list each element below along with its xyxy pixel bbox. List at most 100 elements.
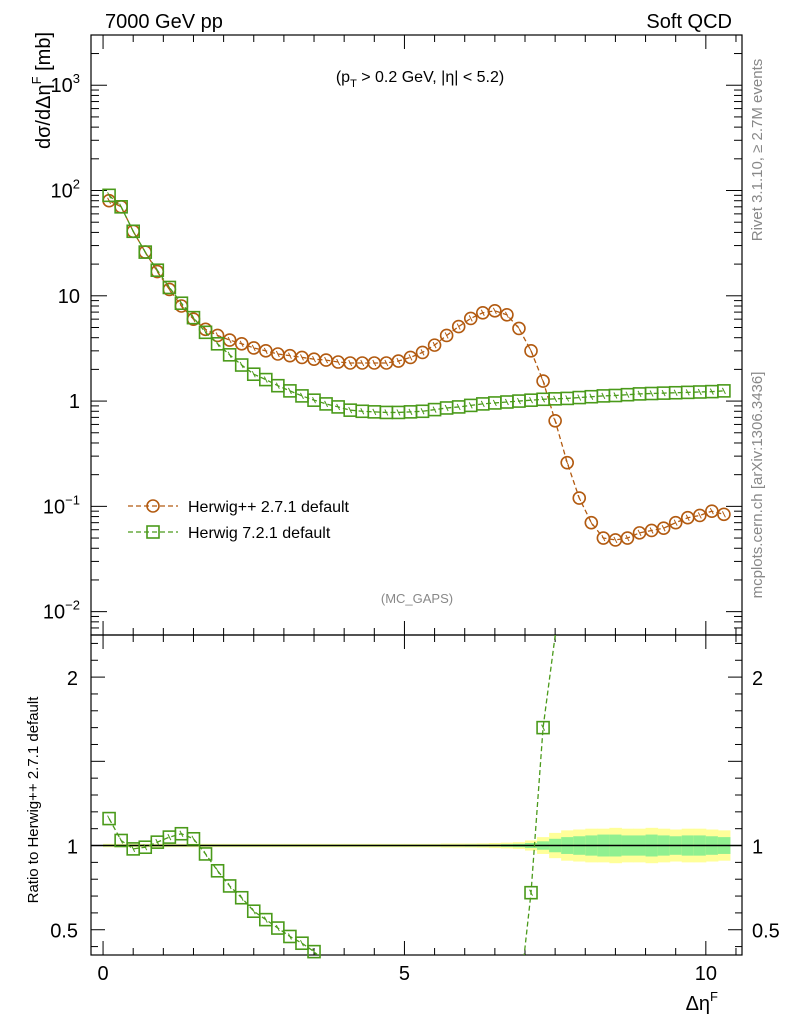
herwigpp-errorbar: [408, 354, 413, 361]
herwig7-errorbar: [131, 228, 136, 235]
main-ytick-label: 10−2: [43, 598, 80, 624]
ratio-ytick-label-right: 2: [752, 668, 763, 690]
herwig7-errorbar: [565, 395, 570, 402]
ratio-point: [186, 831, 201, 846]
herwig7-errorbar: [649, 390, 654, 397]
herwig7-errorbar: [239, 361, 244, 369]
herwig7-errorbar: [492, 399, 497, 407]
ratio-errorbar: [263, 916, 268, 923]
herwig7-errorbar: [287, 387, 292, 395]
herwig7-errorbar: [312, 396, 316, 404]
herwigpp-point: [451, 319, 466, 334]
herwig7-errorbar: [577, 394, 582, 401]
herwigpp-errorbar: [589, 519, 594, 526]
herwigpp-errorbar: [384, 359, 389, 367]
ratio-errorbar: [155, 838, 160, 846]
main-ytick-label: 102: [51, 177, 80, 203]
herwigpp-errorbar: [396, 357, 401, 365]
herwigpp-line: [108, 200, 725, 541]
herwigpp-point: [717, 507, 731, 522]
herwigpp-point: [524, 344, 538, 358]
herwigpp-point: [391, 354, 406, 368]
legend: Herwig++ 2.7.1 default Herwig 7.2.1 defa…: [128, 499, 350, 542]
herwigpp-errorbar: [239, 340, 244, 348]
herwigpp-errorbar: [673, 519, 678, 526]
ratio-point: [102, 811, 116, 826]
herwig7-errorbar: [167, 284, 172, 291]
ratio-errorbar: [143, 843, 148, 851]
herwig7-point: [114, 200, 128, 214]
herwig7-errorbar: [191, 314, 196, 321]
herwigpp-point: [439, 328, 454, 343]
herwig7-errorbar: [203, 329, 208, 336]
herwigpp-errorbar: [721, 511, 726, 518]
ratio-point: [210, 863, 225, 878]
watermark: (MC_GAPS): [381, 591, 453, 606]
herwigpp-errorbar: [324, 356, 329, 364]
ratio-ytick-label-right: 1: [752, 837, 763, 859]
herwig7-errorbar: [553, 395, 558, 403]
ratio-ytick-label-left: 0.5: [50, 921, 78, 943]
x-tick-label: 5: [399, 963, 410, 985]
header-left: 7000 GeV pp: [105, 11, 223, 33]
herwig7-errorbar: [456, 403, 461, 411]
ratio-frame: [90, 634, 743, 956]
x-axis-label: ΔηF: [686, 989, 718, 1015]
herwigpp-errorbar: [649, 527, 654, 534]
legend-marker-herwigpp: [146, 499, 160, 513]
legend-entry-herwig7: Herwig 7.2.1 default: [128, 525, 331, 542]
ratio-errorbar: [300, 939, 304, 947]
herwig7-point: [222, 348, 237, 362]
ratio-line-0: [108, 818, 319, 955]
herwig7-point: [174, 296, 189, 311]
ratio-errorbar: [251, 907, 256, 915]
herwigpp-point: [584, 515, 599, 530]
herwigpp-point: [427, 338, 442, 352]
legend-label-herwig7: Herwig 7.2.1 default: [188, 525, 331, 542]
ratio-point: [307, 944, 321, 959]
ratio-point: [524, 885, 538, 900]
herwig7-errorbar: [468, 402, 473, 409]
legend-label-herwigpp: Herwig++ 2.7.1 default: [188, 499, 350, 516]
herwigpp-errorbar: [709, 507, 714, 515]
main-ytick-label: 103: [51, 71, 80, 97]
herwigpp-errorbar: [468, 315, 473, 322]
main-ytick-label: 1: [69, 391, 80, 413]
ratio-ytick-label-right: 0.5: [752, 921, 780, 943]
herwigpp-point: [705, 504, 719, 518]
ratio-errorbar: [191, 835, 196, 843]
ratio-errorbar: [239, 894, 244, 901]
herwigpp-errorbar: [613, 536, 618, 544]
herwigpp-point: [620, 531, 635, 545]
herwig7-errorbar: [348, 406, 353, 414]
herwigpp-errorbar: [565, 459, 570, 466]
herwig7-errorbar: [637, 390, 642, 398]
herwig7-errorbar: [613, 392, 618, 399]
x-tick-label: 0: [97, 963, 108, 985]
herwigpp-errorbar: [312, 355, 316, 363]
ratio-point: [295, 936, 309, 951]
herwigpp-errorbar: [360, 359, 365, 367]
legend-marker-herwig7: [146, 525, 160, 539]
herwig7-point: [717, 384, 731, 398]
herwigpp-point: [548, 413, 562, 428]
herwig7-errorbar: [529, 396, 533, 404]
herwig7-errorbar: [444, 404, 449, 412]
x-tick-label: 10: [695, 963, 717, 985]
herwigpp-errorbar: [697, 512, 702, 519]
herwig7-errorbar: [517, 397, 521, 405]
main-ytick-label: 10−1: [43, 492, 80, 518]
herwigpp-errorbar: [529, 347, 533, 355]
herwigpp-errorbar: [372, 359, 377, 367]
ratio-point: [271, 921, 285, 935]
herwigpp-errorbar: [504, 311, 509, 319]
herwig7-point: [138, 245, 153, 259]
herwig7-point: [150, 263, 165, 278]
herwig7-errorbar: [372, 408, 377, 416]
herwigpp-point: [560, 455, 574, 470]
herwigpp-point: [259, 344, 273, 358]
herwig7-errorbar: [155, 266, 160, 274]
ratio-errorbar: [529, 889, 533, 896]
herwig7-errorbar: [408, 408, 413, 416]
